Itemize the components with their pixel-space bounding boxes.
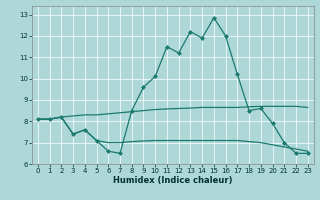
X-axis label: Humidex (Indice chaleur): Humidex (Indice chaleur)	[113, 176, 233, 185]
